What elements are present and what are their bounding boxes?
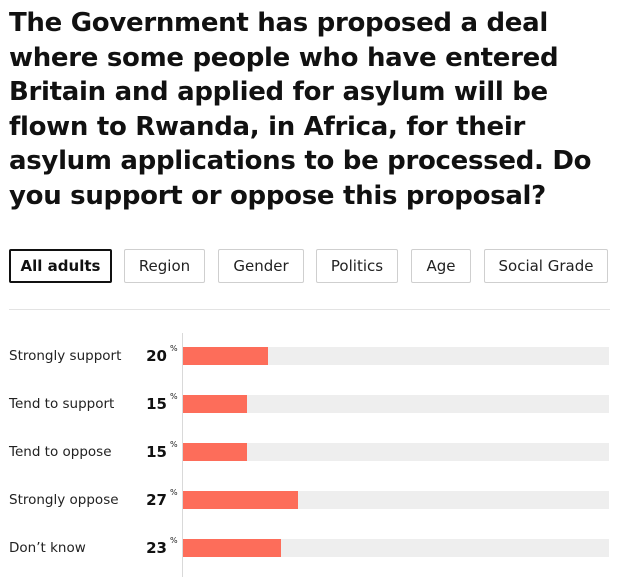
unit-label: % (170, 488, 178, 497)
category-label: Tend to oppose (9, 444, 112, 460)
unit-label: % (170, 392, 178, 401)
bar-row-strongly-oppose: Strongly oppose 27% (0, 488, 629, 510)
filter-tabs: All adults Region Gender Politics Age So… (0, 249, 629, 285)
bar-track (183, 539, 609, 557)
category-label: Strongly support (9, 348, 122, 364)
chart-axis-line (182, 333, 183, 577)
category-label: Tend to support (9, 396, 115, 412)
bar-row-tend-to-support: Tend to support 15% (0, 392, 629, 414)
bar-row-strongly-support: Strongly support 20% (0, 344, 629, 366)
tab-politics[interactable]: Politics (316, 249, 398, 283)
value-label: 27 (146, 491, 167, 509)
tab-gender[interactable]: Gender (218, 249, 304, 283)
divider (9, 309, 610, 310)
bar (183, 539, 281, 557)
value-label: 15 (146, 443, 167, 461)
tab-all-adults[interactable]: All adults (9, 249, 112, 283)
value-label: 20 (146, 347, 167, 365)
category-label: Don’t know (9, 540, 86, 556)
question-title: The Government has proposed a deal where… (9, 8, 592, 211)
category-label: Strongly oppose (9, 492, 119, 508)
bar (183, 443, 247, 461)
unit-label: % (170, 536, 178, 545)
value-label: 23 (146, 539, 167, 557)
tab-region[interactable]: Region (124, 249, 205, 283)
bar-row-don-t-know: Don’t know 23% (0, 536, 629, 558)
tab-age[interactable]: Age (411, 249, 471, 283)
bar (183, 395, 247, 413)
tab-social-grade[interactable]: Social Grade (484, 249, 608, 283)
bar (183, 347, 268, 365)
bar-track (183, 347, 609, 365)
bar-row-tend-to-oppose: Tend to oppose 15% (0, 440, 629, 462)
unit-label: % (170, 440, 178, 449)
unit-label: % (170, 344, 178, 353)
bar-track (183, 443, 609, 461)
value-label: 15 (146, 395, 167, 413)
bar (183, 491, 298, 509)
bar-track (183, 395, 609, 413)
